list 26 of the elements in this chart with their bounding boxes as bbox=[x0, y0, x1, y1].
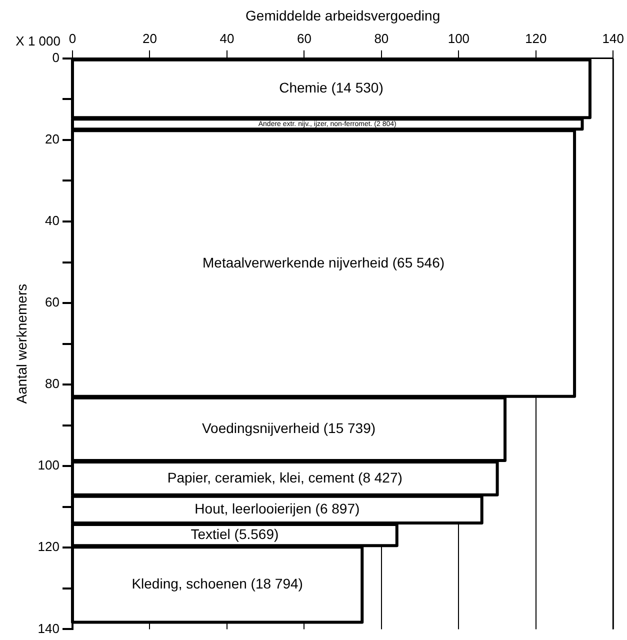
y-axis-title: Aantal werknemers bbox=[13, 284, 30, 404]
category-label: Papier, ceramiek, klei, cement (8 427) bbox=[167, 469, 402, 486]
x-tick-label: 0 bbox=[68, 31, 76, 46]
x-axis-title: Gemiddelde arbeidsvergoeding bbox=[246, 7, 440, 24]
x-tick-label: 20 bbox=[142, 31, 157, 46]
category-label: Hout, leerlooierijen (6 897) bbox=[194, 500, 360, 517]
x-tick-label: 140 bbox=[602, 31, 624, 46]
text: X 1 000 bbox=[16, 33, 60, 48]
x-tick-label: 100 bbox=[448, 31, 470, 46]
y-tick-label: 60 bbox=[45, 294, 60, 310]
category-label: Kleding, schoenen (18 794) bbox=[132, 576, 303, 592]
y-tick-label: 100 bbox=[38, 458, 60, 473]
category-label: Chemie (14 530) bbox=[279, 80, 384, 96]
x-tick-label: 120 bbox=[525, 31, 547, 46]
x-tick-label: 40 bbox=[220, 31, 234, 46]
y-tick-label: 140 bbox=[38, 620, 60, 636]
y-tick-label: 80 bbox=[45, 376, 60, 392]
x-tick-label: 60 bbox=[296, 31, 312, 46]
y-tick-label: 0 bbox=[52, 50, 60, 65]
category-label: Metaalverwerkende nijverheid (65 546) bbox=[202, 254, 445, 270]
category-label: Voedingsnijverheid (15 739) bbox=[202, 420, 376, 436]
y-tick-label: 120 bbox=[38, 539, 60, 554]
category-label: Textiel (5.569) bbox=[190, 526, 279, 542]
y-tick-label: 20 bbox=[45, 132, 60, 147]
x-tick-label: 80 bbox=[374, 31, 389, 46]
y-tick-label: 40 bbox=[45, 213, 60, 228]
